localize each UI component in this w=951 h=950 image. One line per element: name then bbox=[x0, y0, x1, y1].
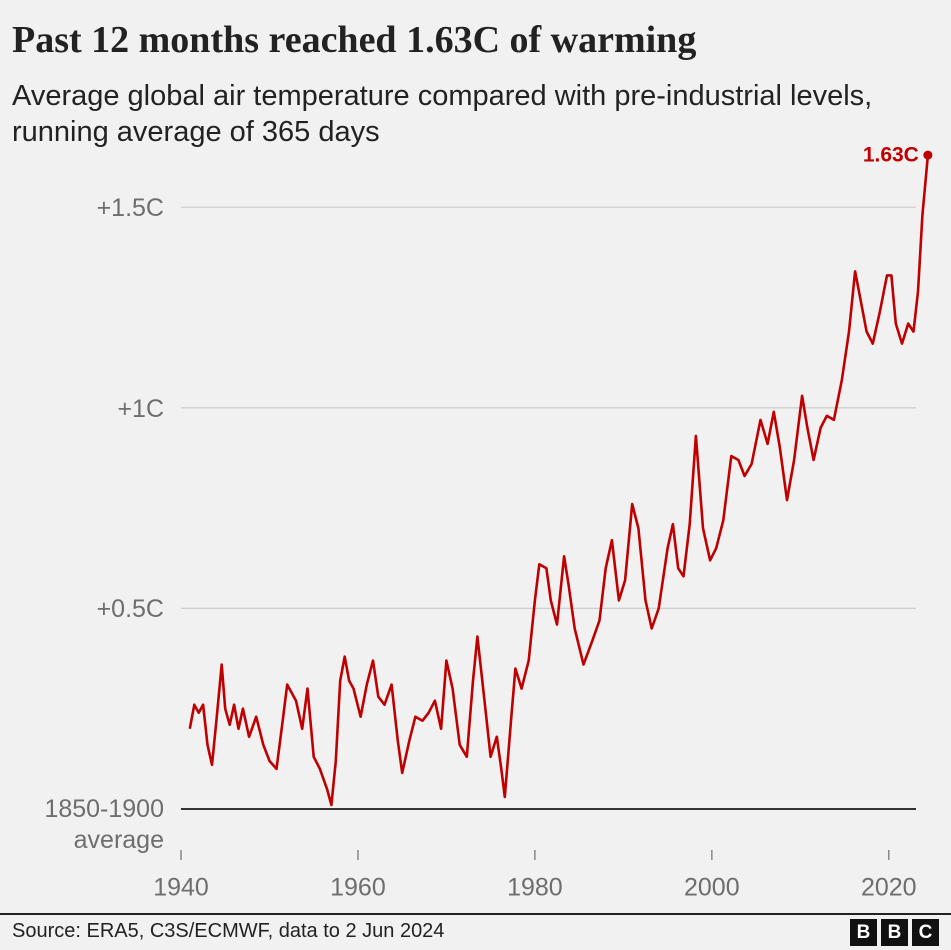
logo-letter: B bbox=[881, 919, 908, 946]
end-label: 1.63C bbox=[863, 144, 919, 167]
y-tick-label: 1850-1900 average bbox=[44, 795, 164, 854]
logo-letter: B bbox=[850, 919, 877, 946]
x-tick-label: 1940 bbox=[153, 874, 209, 902]
end-dot bbox=[923, 150, 933, 160]
x-tick-label: 1960 bbox=[330, 874, 386, 902]
series-line bbox=[188, 154, 930, 807]
y-tick-label: +1C bbox=[117, 394, 164, 423]
logo-letter: C bbox=[912, 919, 939, 946]
y-tick-label: +0.5C bbox=[96, 595, 164, 624]
chart-subtitle: Average global air temperature compared … bbox=[12, 80, 873, 148]
x-tick-label: 1980 bbox=[507, 874, 563, 902]
chart-title: Past 12 months reached 1.63C of warming bbox=[12, 19, 697, 61]
x-tick-label: 2000 bbox=[684, 874, 740, 902]
footer-rule bbox=[0, 913, 951, 915]
x-tick-label: 2020 bbox=[861, 874, 917, 902]
source: Source: ERA5, C3S/ECMWF, data to 2 Jun 2… bbox=[12, 920, 445, 942]
y-tick-label: +1.5C bbox=[96, 194, 164, 223]
